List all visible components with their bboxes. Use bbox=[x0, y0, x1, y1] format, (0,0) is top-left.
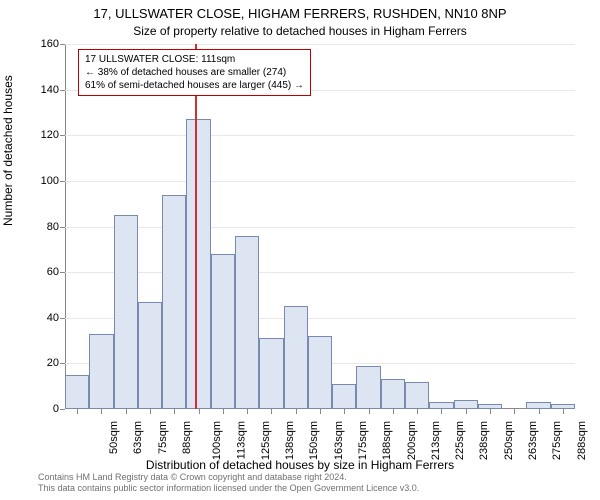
gridline bbox=[65, 135, 575, 136]
x-axis-label: Distribution of detached houses by size … bbox=[0, 458, 600, 472]
y-tick-mark bbox=[60, 181, 65, 182]
gridline bbox=[65, 227, 575, 228]
x-tick-label: 113sqm bbox=[235, 421, 247, 459]
x-tick-label: 188sqm bbox=[381, 421, 393, 460]
y-tick-label: 160 bbox=[41, 38, 59, 50]
x-tick-label: 63sqm bbox=[132, 421, 144, 454]
info-line-2: ← 38% of detached houses are smaller (27… bbox=[85, 66, 304, 79]
y-tick-label: 140 bbox=[41, 84, 59, 96]
y-tick-mark bbox=[60, 227, 65, 228]
y-tick-mark bbox=[60, 409, 65, 410]
histogram-bar bbox=[356, 366, 380, 409]
y-tick-label: 40 bbox=[47, 312, 59, 324]
x-tick-label: 275sqm bbox=[551, 421, 563, 460]
x-tick-mark bbox=[369, 409, 370, 414]
x-tick-label: 225sqm bbox=[454, 421, 466, 460]
property-marker-line bbox=[195, 44, 197, 409]
x-tick-mark bbox=[539, 409, 540, 414]
x-tick-label: 238sqm bbox=[479, 421, 491, 460]
x-tick-mark bbox=[223, 409, 224, 414]
x-tick-label: 100sqm bbox=[211, 421, 223, 460]
y-tick-label: 20 bbox=[47, 357, 59, 369]
x-tick-mark bbox=[271, 409, 272, 414]
x-tick-label: 163sqm bbox=[333, 421, 345, 460]
x-tick-mark bbox=[563, 409, 564, 414]
x-tick-mark bbox=[174, 409, 175, 414]
x-tick-label: 288sqm bbox=[576, 421, 588, 460]
histogram-bar bbox=[381, 379, 405, 409]
histogram-bar bbox=[114, 215, 138, 409]
x-tick-mark bbox=[466, 409, 467, 414]
attribution-line-2: This data contains public sector informa… bbox=[38, 483, 419, 494]
y-tick-mark bbox=[60, 90, 65, 91]
chart-title-line2: Size of property relative to detached ho… bbox=[0, 24, 600, 38]
gridline bbox=[65, 44, 575, 45]
histogram-bar bbox=[65, 375, 89, 409]
x-tick-mark bbox=[441, 409, 442, 414]
y-tick-label: 100 bbox=[41, 175, 59, 187]
x-tick-mark bbox=[320, 409, 321, 414]
x-tick-mark bbox=[344, 409, 345, 414]
histogram-bar bbox=[259, 338, 283, 409]
y-tick-label: 80 bbox=[47, 221, 59, 233]
histogram-bar bbox=[284, 306, 308, 409]
histogram-bar bbox=[235, 236, 259, 409]
y-tick-label: 0 bbox=[53, 403, 59, 415]
x-tick-label: 250sqm bbox=[503, 421, 515, 460]
y-tick-mark bbox=[60, 318, 65, 319]
info-line-1: 17 ULLSWATER CLOSE: 111sqm bbox=[85, 53, 304, 66]
histogram-bar bbox=[454, 400, 478, 409]
histogram-bar bbox=[405, 382, 429, 409]
x-tick-label: 50sqm bbox=[108, 421, 120, 454]
info-line-3: 61% of semi-detached houses are larger (… bbox=[85, 79, 304, 92]
info-annotation-box: 17 ULLSWATER CLOSE: 111sqm ← 38% of deta… bbox=[78, 49, 311, 96]
x-tick-mark bbox=[150, 409, 151, 414]
x-tick-label: 138sqm bbox=[284, 421, 296, 460]
x-tick-label: 125sqm bbox=[260, 421, 272, 460]
x-tick-label: 150sqm bbox=[309, 421, 321, 460]
x-tick-mark bbox=[199, 409, 200, 414]
x-tick-label: 75sqm bbox=[157, 421, 169, 454]
x-tick-label: 175sqm bbox=[357, 421, 369, 460]
attribution-text: Contains HM Land Registry data © Crown c… bbox=[38, 472, 419, 494]
x-tick-mark bbox=[296, 409, 297, 414]
x-tick-mark bbox=[126, 409, 127, 414]
histogram-bar bbox=[211, 254, 235, 409]
chart-title-line1: 17, ULLSWATER CLOSE, HIGHAM FERRERS, RUS… bbox=[0, 6, 600, 21]
y-tick-mark bbox=[60, 272, 65, 273]
x-tick-label: 213sqm bbox=[430, 421, 442, 460]
x-tick-mark bbox=[490, 409, 491, 414]
x-tick-label: 263sqm bbox=[527, 421, 539, 460]
histogram-bar bbox=[186, 119, 210, 409]
histogram-bar bbox=[308, 336, 332, 409]
y-tick-mark bbox=[60, 363, 65, 364]
y-tick-mark bbox=[60, 135, 65, 136]
x-tick-mark bbox=[393, 409, 394, 414]
x-tick-mark bbox=[101, 409, 102, 414]
x-tick-mark bbox=[77, 409, 78, 414]
gridline bbox=[65, 181, 575, 182]
chart-container: { "chart": { "type": "histogram", "title… bbox=[0, 0, 600, 500]
histogram-bar bbox=[162, 195, 186, 409]
x-tick-mark bbox=[247, 409, 248, 414]
histogram-bar bbox=[332, 384, 356, 409]
plot-area: 02040608010012014016050sqm63sqm75sqm88sq… bbox=[65, 44, 575, 409]
y-tick-label: 60 bbox=[47, 266, 59, 278]
x-tick-label: 200sqm bbox=[406, 421, 418, 460]
histogram-bar bbox=[429, 402, 453, 409]
attribution-line-1: Contains HM Land Registry data © Crown c… bbox=[38, 472, 419, 483]
gridline bbox=[65, 272, 575, 273]
y-tick-mark bbox=[60, 44, 65, 45]
histogram-bar bbox=[89, 334, 113, 409]
x-tick-label: 88sqm bbox=[181, 421, 193, 454]
x-tick-mark bbox=[417, 409, 418, 414]
y-axis-label: Number of detached houses bbox=[1, 75, 15, 226]
x-tick-mark bbox=[514, 409, 515, 414]
histogram-bar bbox=[526, 402, 550, 409]
y-tick-label: 120 bbox=[41, 129, 59, 141]
histogram-bar bbox=[138, 302, 162, 409]
